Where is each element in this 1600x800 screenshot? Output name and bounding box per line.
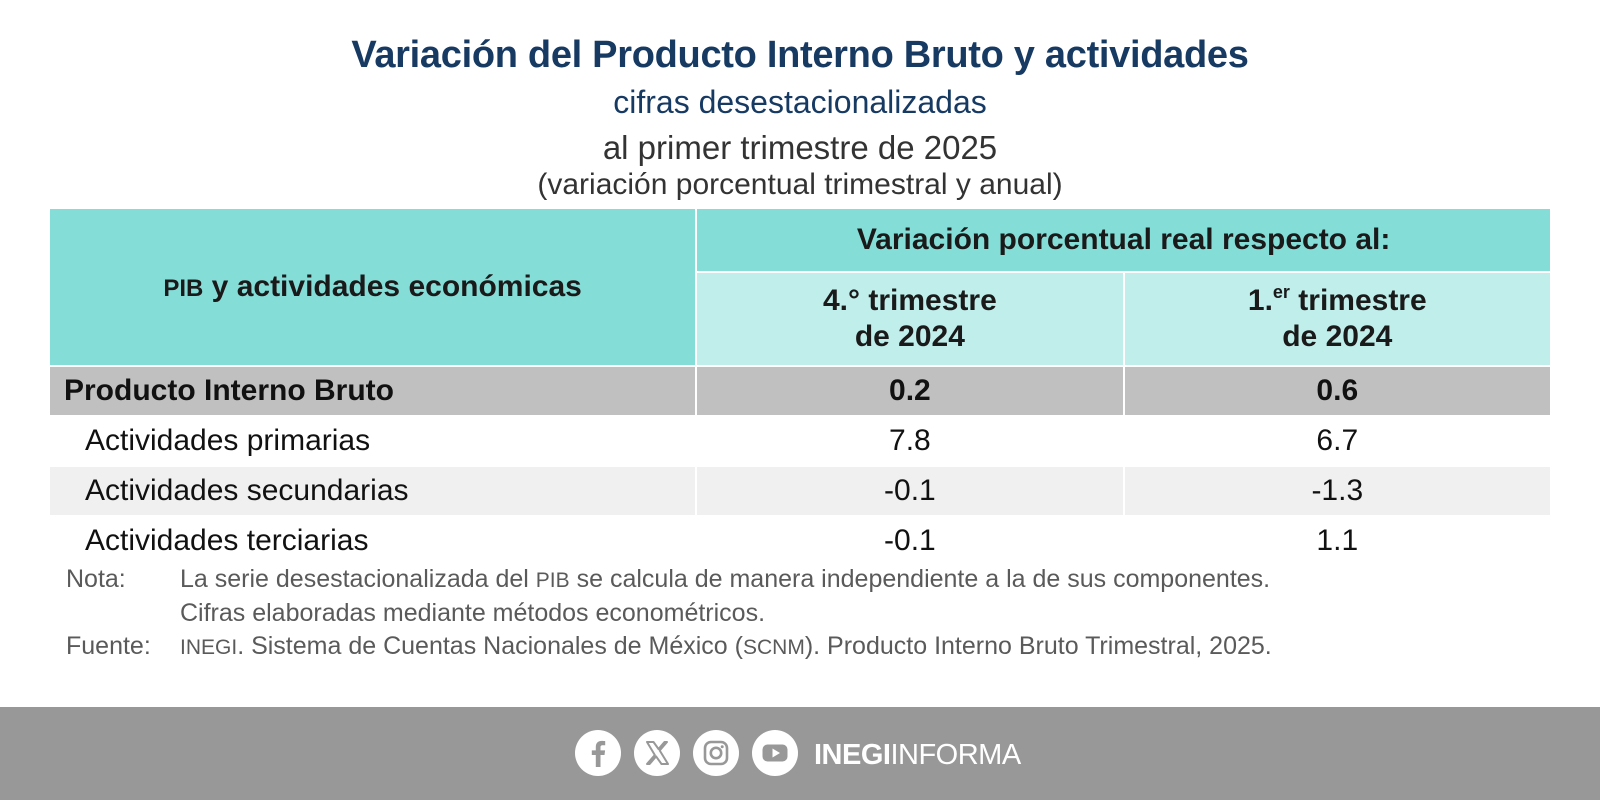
table-row: Actividades terciarias -0.1 1.1 [47, 515, 1553, 567]
brand-bold: INEGI [814, 739, 891, 771]
col-header-quarterly: 4.° trimestre de 2024 [695, 271, 1125, 367]
row-header: PIB y actividades económicas [47, 207, 698, 367]
col2-sup: er [1272, 282, 1290, 302]
row-label: Producto Interno Bruto [47, 365, 698, 417]
gdp-table: PIB y actividades económicas Variación p… [47, 207, 1553, 567]
row-header-pib: PIB [163, 275, 204, 302]
social-icons [575, 730, 811, 776]
facebook-icon[interactable] [575, 730, 621, 776]
value-quarterly: -0.1 [695, 465, 1125, 517]
brand-logo: INEGIINFORMA [814, 739, 1021, 772]
row-header-rest: y actividades económicas [203, 270, 582, 303]
fuente-inegi: INEGI [180, 636, 238, 659]
footer-bar: INEGIINFORMA [0, 707, 1600, 800]
period-text: al primer trimestre de 2025 [602, 129, 998, 166]
fuente-text: INEGI. Sistema de Cuentas Nacionales de … [180, 630, 1272, 664]
value-annual: 6.7 [1122, 415, 1553, 467]
table-row: Producto Interno Bruto 0.2 0.6 [47, 365, 1553, 417]
table-row: Actividades primarias 7.8 6.7 [47, 415, 1553, 467]
row-label: Actividades primarias [47, 415, 698, 467]
col2-line2: de 2024 [1282, 320, 1393, 353]
col1-num: 4.° [823, 284, 861, 317]
value-annual: 0.6 [1122, 365, 1553, 417]
fuente-scnm: SCNM [743, 636, 805, 659]
nota-pib: PIB [535, 569, 570, 592]
value-quarterly: -0.1 [695, 515, 1125, 567]
value-quarterly: 7.8 [695, 415, 1125, 467]
col1-rest: trimestre [860, 284, 997, 317]
value-annual: 1.1 [1122, 515, 1553, 567]
brand-light: INFORMA [890, 739, 1021, 771]
col2-rest: trimestre [1289, 284, 1427, 317]
x-icon[interactable] [634, 730, 680, 776]
units-text: (variación porcentual trimestral y anual… [537, 168, 1063, 201]
nota-line2: Cifras elaboradas mediante métodos econo… [180, 599, 766, 627]
table-row: Actividades secundarias -0.1 -1.3 [47, 465, 1553, 517]
instagram-icon[interactable] [693, 730, 739, 776]
col2-num: 1. [1247, 284, 1273, 317]
fuente-text-b: ). Producto Interno Bruto Trimestral, 20… [804, 632, 1272, 660]
page-title: Variación del Producto Interno Bruto y a… [351, 34, 1249, 76]
nota-key: Nota: [66, 565, 126, 593]
nota-text-a: La serie desestacionalizada del [180, 565, 536, 593]
group-header: Variación porcentual real respecto al: [695, 207, 1552, 273]
col1-line2: de 2024 [854, 320, 965, 353]
page-subtitle: cifras desestacionalizadas [613, 84, 987, 120]
nota-text: La serie desestacionalizada del PIB se c… [180, 563, 1270, 597]
row-label: Actividades secundarias [47, 465, 698, 517]
youtube-icon[interactable] [752, 730, 798, 776]
col-header-annual: 1.er trimestre de 2024 [1122, 271, 1553, 367]
nota-text-b: se calcula de manera independiente a la … [569, 565, 1271, 593]
value-annual: -1.3 [1122, 465, 1553, 517]
value-quarterly: 0.2 [695, 365, 1125, 417]
fuente-key: Fuente: [66, 632, 151, 660]
notes-block: Nota: La serie desestacionalizada del PI… [66, 563, 1272, 664]
row-label: Actividades terciarias [47, 515, 698, 567]
fuente-text-a: . Sistema de Cuentas Nacionales de Méxic… [237, 632, 743, 660]
